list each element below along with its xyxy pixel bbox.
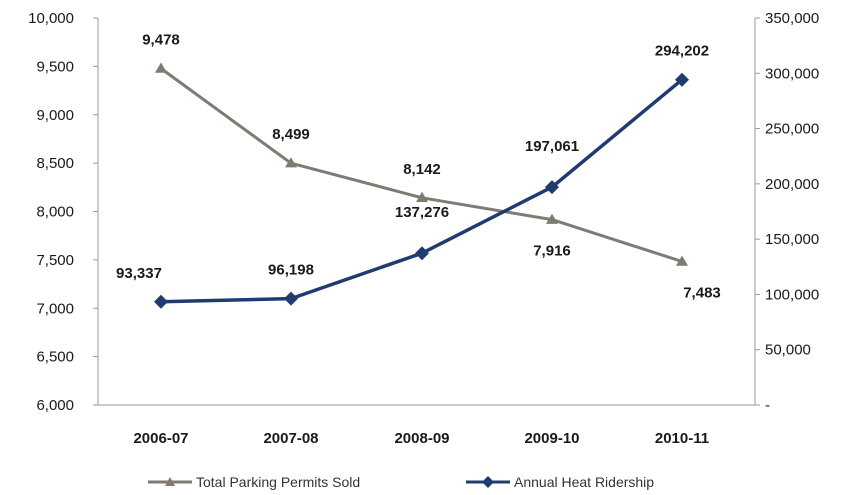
data-label: 197,061 bbox=[525, 138, 579, 155]
right-tick-label: 300,000 bbox=[765, 65, 819, 82]
left-tick-label: 6,500 bbox=[36, 349, 74, 366]
left-tick-label: 8,500 bbox=[36, 155, 74, 172]
legend-label: Annual Heat Ridership bbox=[514, 474, 654, 490]
data-label: 93,337 bbox=[116, 265, 162, 282]
left-tick-label: 7,000 bbox=[36, 300, 74, 317]
left-tick-label: 9,000 bbox=[36, 107, 74, 124]
right-tick-label: 100,000 bbox=[765, 286, 819, 303]
category-label: 2006-07 bbox=[133, 430, 188, 447]
data-point bbox=[155, 62, 167, 73]
data-labels: 9,478 8,499 8,142 7,916 7,483 93,337 96,198 137… bbox=[116, 32, 721, 302]
data-point bbox=[545, 180, 559, 195]
series-line bbox=[160, 78, 684, 304]
data-point bbox=[546, 213, 558, 224]
data-label: 294,202 bbox=[655, 43, 709, 60]
data-label: 7,483 bbox=[683, 285, 721, 302]
category-label: 2010-11 bbox=[655, 430, 709, 447]
category-label: 2009-10 bbox=[524, 430, 579, 447]
legend-marker bbox=[482, 476, 494, 488]
right-tick-label: 150,000 bbox=[765, 231, 819, 248]
data-point bbox=[675, 72, 689, 87]
data-point bbox=[415, 246, 429, 261]
left-tick-label: 10,000 bbox=[28, 10, 74, 27]
category-axis-labels: 2006-07 2007-08 2008-09 2009-10 2010-11 bbox=[133, 430, 709, 447]
category-label: 2007-08 bbox=[263, 430, 318, 447]
left-tick-label: 6,000 bbox=[36, 397, 74, 414]
legend-marker bbox=[165, 477, 175, 486]
data-label: 9,478 bbox=[142, 32, 180, 49]
right-tick-label: 250,000 bbox=[765, 121, 819, 138]
data-label: 137,276 bbox=[395, 204, 449, 221]
data-label: 96,198 bbox=[268, 262, 314, 279]
left-tick-label: 8,000 bbox=[36, 204, 74, 221]
right-tick-label: 350,000 bbox=[765, 10, 819, 27]
data-point bbox=[676, 255, 688, 266]
legend: Total Parking Permits Sold Annual Heat Ri… bbox=[148, 474, 654, 490]
right-axis-ticks: 350,000 300,000 250,000 200,000 150,000 100,0… bbox=[755, 10, 819, 414]
data-point bbox=[285, 157, 297, 168]
data-label: 8,142 bbox=[403, 161, 441, 178]
data-point bbox=[284, 291, 298, 306]
left-axis-ticks: 10,000 9,500 9,000 8,500 8,000 7,500 7,000 6,50… bbox=[28, 10, 98, 414]
legend-label: Total Parking Permits Sold bbox=[196, 474, 360, 490]
right-tick-label: 200,000 bbox=[765, 176, 819, 193]
left-tick-label: 7,500 bbox=[36, 252, 74, 269]
data-point bbox=[416, 191, 428, 202]
data-label: 7,916 bbox=[533, 243, 571, 260]
left-tick-label: 9,500 bbox=[36, 58, 74, 75]
data-point bbox=[154, 294, 168, 309]
right-tick-label: - bbox=[765, 397, 770, 414]
data-label: 8,499 bbox=[272, 126, 310, 143]
category-label: 2008-09 bbox=[394, 430, 449, 447]
right-tick-label: 50,000 bbox=[765, 342, 811, 359]
series-group bbox=[154, 62, 689, 309]
